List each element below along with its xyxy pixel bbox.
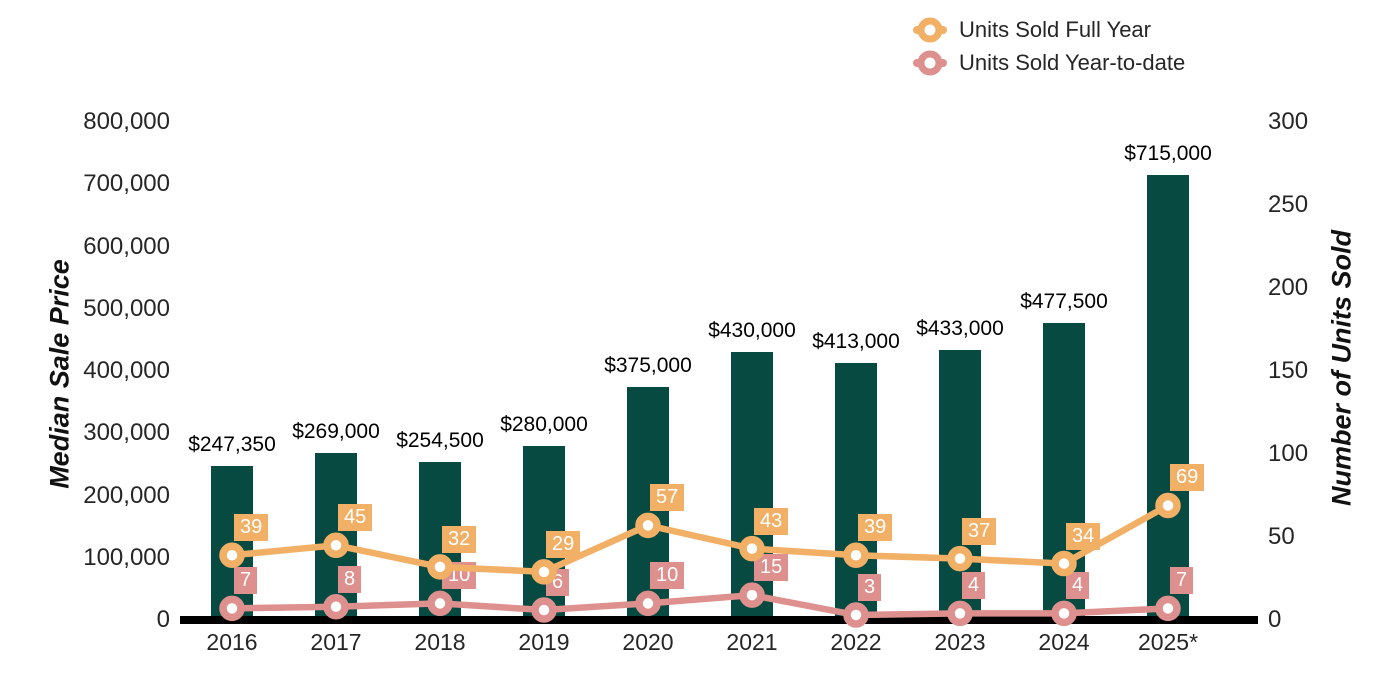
x-tick-label: 2023 [934, 629, 986, 655]
left-axis-tick: 100,000 [83, 543, 170, 571]
x-tick-label: 2022 [830, 629, 882, 655]
left-axis-tick: 800,000 [83, 108, 170, 135]
value-badge-full-year: 39 [858, 514, 893, 542]
bar-value-label: $433,000 [916, 317, 1004, 341]
ytd-ring-icon [917, 50, 943, 75]
right-axis-tick: 150 [1268, 357, 1309, 384]
value-badge-full-year: 39 [234, 514, 269, 542]
value-badge-full-year: 45 [338, 504, 373, 532]
bar-value-label: $254,500 [396, 428, 484, 452]
bar-value-label: $269,000 [292, 419, 380, 443]
legend: Units Sold Full Year Units Sold Year-to-… [913, 14, 1185, 78]
value-badge-ytd: 8 [338, 565, 362, 593]
left-axis-tick: 600,000 [83, 232, 170, 260]
legend-item-units-sold-year-to-date: Units Sold Year-to-date [913, 47, 1185, 78]
bar-value-label: $413,000 [812, 329, 900, 353]
value-badge-ytd: 6 [546, 569, 570, 597]
x-tick-label: 2019 [518, 629, 570, 655]
value-badge-ytd: 4 [1066, 572, 1090, 600]
x-tick-label: 2021 [726, 629, 778, 655]
x-axis-line [180, 616, 1258, 624]
bar [1147, 174, 1189, 620]
bar [211, 466, 253, 620]
value-badge-full-year: 32 [442, 525, 477, 553]
legend-item-units-sold-full-year: Units Sold Full Year [913, 14, 1185, 45]
bar-value-label: $477,500 [1020, 289, 1108, 313]
value-badge-ytd: 7 [234, 567, 258, 595]
x-tick-label: 2024 [1038, 629, 1090, 655]
bar-value-label: $430,000 [708, 319, 796, 343]
legend-label-full-year: Units Sold Full Year [959, 16, 1151, 42]
bar [315, 452, 357, 620]
x-tick-label: 2016 [206, 629, 258, 655]
value-badge-full-year: 57 [650, 484, 685, 512]
value-badge-ytd: 4 [962, 572, 986, 600]
x-tick-label: 2018 [414, 629, 466, 655]
right-axis-tick: 250 [1268, 191, 1309, 218]
value-badge-full-year: 29 [546, 530, 581, 558]
value-badge-ytd: 10 [650, 562, 685, 590]
bar-value-label: $280,000 [500, 412, 588, 436]
right-axis-tick: 200 [1268, 274, 1309, 301]
ytd-line-marker-icon [913, 50, 947, 75]
x-tick-label: 2017 [310, 629, 362, 655]
right-axis-tick: 50 [1268, 523, 1295, 550]
value-badge-ytd: 15 [754, 554, 789, 582]
legend-label-ytd: Units Sold Year-to-date [959, 49, 1186, 75]
ytd-line [231, 591, 1169, 619]
bar-value-label: $715,000 [1124, 141, 1212, 165]
right-axis-tick: 100 [1268, 440, 1309, 467]
left-axis-tick: 400,000 [83, 357, 170, 384]
right-axis-tick: 300 [1268, 108, 1309, 135]
left-axis-tick: 200,000 [83, 481, 170, 509]
full-year-ring-icon [917, 17, 943, 42]
left-axis-tick: 0 [156, 606, 170, 633]
x-tick-label: 2025* [1137, 629, 1199, 655]
value-badge-full-year: 43 [754, 507, 789, 535]
right-axis-tick: 0 [1268, 606, 1282, 633]
full-year-line [231, 502, 1170, 576]
full-year-line-marker-icon [913, 17, 947, 42]
value-badge-ytd: 7 [1170, 567, 1194, 595]
value-badge-ytd: 3 [858, 574, 882, 602]
x-tick-label: 2020 [622, 629, 674, 655]
left-axis-tick: 500,000 [83, 294, 170, 322]
value-badge-ytd: 10 [442, 562, 477, 590]
value-badge-full-year: 69 [1170, 464, 1205, 492]
bar-value-label: $247,350 [188, 433, 276, 457]
value-badge-full-year: 37 [962, 517, 997, 545]
bar-value-label: $375,000 [604, 353, 692, 377]
value-badge-full-year: 34 [1066, 522, 1101, 550]
left-axis-tick: 700,000 [83, 170, 170, 198]
left-axis-tick: 300,000 [83, 419, 170, 447]
